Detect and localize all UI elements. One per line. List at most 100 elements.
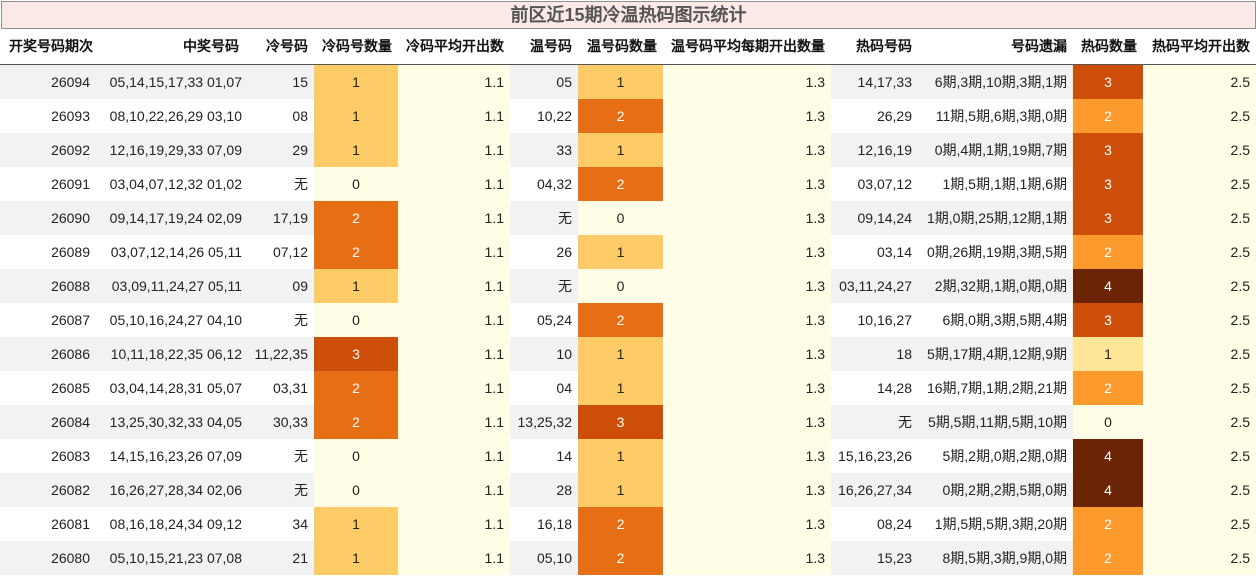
draw-numbers-cell: 12,16,19,29,33 07,09 — [109, 142, 242, 158]
hot-numbers-cell: 18 — [896, 346, 912, 362]
hot-avg-cell: 2.5 — [1143, 439, 1256, 473]
draw-numbers-cell: 10,11,18,22,35 06,12 — [110, 346, 242, 362]
hot-count-cell: 2 — [1073, 371, 1143, 405]
cold-count-cell: 0 — [314, 303, 398, 337]
table-title: 前区近15期冷温热码图示统计 — [1, 1, 1256, 29]
period-cell: 26083 — [51, 448, 90, 464]
table-row: 26084 13,25,30,32,33 04,05 30,33 2 1.1 13,25,… — [0, 405, 1256, 439]
cold-numbers-cell: 11,22,35 — [254, 346, 308, 362]
header-cold-avg: 冷码平均开出数 — [406, 38, 504, 54]
warm-numbers-cell: 13,25,32 — [517, 414, 573, 430]
cold-avg-cell: 1.1 — [398, 269, 510, 303]
warm-avg-cell: 1.3 — [663, 507, 831, 541]
hot-avg-cell: 2.5 — [1143, 167, 1256, 201]
hot-count-cell: 2 — [1073, 507, 1143, 541]
table-row: 26088 03,09,11,24,27 05,11 09 1 1.1 无 0 1.3 03,1… — [0, 269, 1256, 303]
hot-count-cell: 3 — [1073, 201, 1143, 235]
warm-avg-cell: 1.3 — [663, 133, 831, 167]
warm-avg-cell: 1.3 — [663, 371, 831, 405]
cold-avg-cell: 1.1 — [398, 405, 510, 439]
hot-numbers-cell: 03,07,12 — [857, 176, 913, 192]
hot-avg-cell: 2.5 — [1143, 507, 1256, 541]
period-cell: 26081 — [51, 516, 90, 532]
warm-avg-cell: 1.3 — [663, 473, 831, 507]
period-cell: 26085 — [51, 380, 90, 396]
cold-avg-cell: 1.1 — [398, 235, 510, 269]
miss-periods-cell: 1期,5期,1期,1期,6期 — [942, 176, 1068, 192]
miss-periods-cell: 1期,0期,25期,12期,1期 — [926, 210, 1067, 226]
warm-count-cell: 2 — [578, 167, 663, 201]
miss-periods-cell: 8期,5期,3期,9期,0期 — [942, 550, 1068, 566]
warm-count-cell: 2 — [578, 541, 663, 575]
cold-avg-cell: 1.1 — [398, 167, 510, 201]
hot-avg-cell: 2.5 — [1143, 337, 1256, 371]
warm-avg-cell: 1.3 — [663, 99, 831, 133]
miss-periods-cell: 5期,17期,4期,12期,9期 — [926, 346, 1067, 362]
hot-count-cell: 3 — [1073, 133, 1143, 167]
hot-count-cell: 4 — [1073, 439, 1143, 473]
draw-numbers-cell: 09,14,17,19,24 02,09 — [109, 210, 242, 226]
table-row: 26086 10,11,18,22,35 06,12 11,22,35 3 1.1 10 1… — [0, 337, 1256, 371]
warm-numbers-cell: 16,18 — [536, 516, 572, 532]
cold-numbers-cell: 09 — [292, 278, 308, 294]
miss-periods-cell: 6期,3期,10期,3期,1期 — [934, 74, 1067, 90]
cold-count-cell: 0 — [314, 439, 398, 473]
warm-numbers-cell: 28 — [556, 482, 572, 498]
table-row: 26089 03,07,12,14,26 05,11 07,12 2 1.1 26 1 1.3… — [0, 235, 1256, 269]
hot-count-cell: 1 — [1073, 337, 1143, 371]
period-cell: 26090 — [51, 210, 90, 226]
hot-count-cell: 4 — [1073, 269, 1143, 303]
period-cell: 26080 — [51, 550, 90, 566]
warm-numbers-cell: 26 — [556, 244, 572, 260]
table-row: 26087 05,10,16,24,27 04,10 无 0 1.1 05,24 2 1.3 1… — [0, 303, 1256, 337]
hot-avg-cell: 2.5 — [1143, 235, 1256, 269]
hot-numbers-cell: 无 — [898, 414, 912, 430]
warm-avg-cell: 1.3 — [663, 541, 831, 575]
warm-numbers-cell: 10,22 — [536, 108, 572, 124]
period-cell: 26088 — [51, 278, 90, 294]
hot-avg-cell: 2.5 — [1143, 473, 1256, 507]
header-warm-count: 温号码数量 — [587, 38, 657, 54]
warm-numbers-cell: 无 — [558, 210, 572, 226]
warm-count-cell: 1 — [578, 439, 663, 473]
draw-numbers-cell: 03,09,11,24,27 05,11 — [111, 278, 242, 294]
hot-avg-cell: 2.5 — [1143, 405, 1256, 439]
hot-avg-cell: 2.5 — [1143, 269, 1256, 303]
table-row: 26091 03,04,07,12,32 01,02 无 0 1.1 04,32 2 1.3 0… — [0, 167, 1256, 201]
draw-numbers-cell: 14,15,16,23,26 07,09 — [109, 448, 242, 464]
draw-numbers-cell: 16,26,27,28,34 02,06 — [109, 482, 242, 498]
warm-avg-cell: 1.3 — [663, 269, 831, 303]
cold-count-cell: 1 — [314, 133, 398, 167]
draw-numbers-cell: 05,10,15,21,23 07,08 — [109, 550, 242, 566]
cold-avg-cell: 1.1 — [398, 65, 510, 99]
cold-numbers-cell: 无 — [294, 176, 308, 192]
hot-count-cell: 3 — [1073, 65, 1143, 99]
cold-numbers-cell: 17,19 — [272, 210, 308, 226]
hot-numbers-cell: 12,16,19 — [857, 142, 913, 158]
header-cold-count: 冷码号数量 — [322, 38, 392, 54]
cold-numbers-cell: 无 — [294, 448, 308, 464]
draw-numbers-cell: 05,14,15,17,33 01,07 — [109, 74, 242, 90]
warm-numbers-cell: 无 — [558, 278, 572, 294]
hot-count-cell: 4 — [1073, 473, 1143, 507]
cold-count-cell: 1 — [314, 541, 398, 575]
miss-periods-cell: 0期,26期,19期,3期,5期 — [926, 244, 1067, 260]
period-cell: 26084 — [51, 414, 90, 430]
cold-numbers-cell: 34 — [292, 516, 308, 532]
hot-numbers-cell: 14,28 — [876, 380, 912, 396]
cold-count-cell: 2 — [314, 235, 398, 269]
hot-numbers-cell: 15,16,23,26 — [838, 448, 912, 464]
miss-periods-cell: 2期,32期,1期,0期,0期 — [934, 278, 1067, 294]
header-draw-numbers: 中奖号码 — [183, 38, 239, 54]
table-row: 26085 03,04,14,28,31 05,07 03,31 2 1.1 04 1 1.3… — [0, 371, 1256, 405]
period-cell: 26092 — [51, 142, 90, 158]
period-cell: 26086 — [51, 346, 90, 362]
cold-count-cell: 0 — [314, 473, 398, 507]
cold-count-cell: 1 — [314, 65, 398, 99]
warm-avg-cell: 1.3 — [663, 167, 831, 201]
miss-periods-cell: 16期,7期,1期,2期,21期 — [926, 380, 1067, 396]
cold-count-cell: 2 — [314, 405, 398, 439]
hot-avg-cell: 2.5 — [1143, 541, 1256, 575]
draw-numbers-cell: 05,10,16,24,27 04,10 — [109, 312, 242, 328]
warm-count-cell: 0 — [578, 269, 663, 303]
